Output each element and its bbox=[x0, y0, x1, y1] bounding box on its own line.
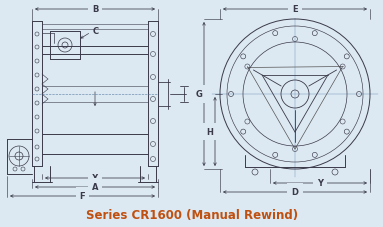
Text: X: X bbox=[92, 174, 98, 183]
Text: H: H bbox=[206, 127, 213, 136]
Text: Series CR1600 (Manual Rewind): Series CR1600 (Manual Rewind) bbox=[86, 208, 298, 221]
Text: G: G bbox=[196, 90, 203, 99]
Text: Y: Y bbox=[317, 179, 323, 188]
Text: F: F bbox=[80, 192, 85, 201]
Text: E: E bbox=[292, 5, 298, 15]
Text: D: D bbox=[291, 188, 298, 197]
Text: A: A bbox=[92, 183, 98, 192]
Text: C: C bbox=[93, 27, 99, 36]
Text: B: B bbox=[92, 5, 98, 15]
